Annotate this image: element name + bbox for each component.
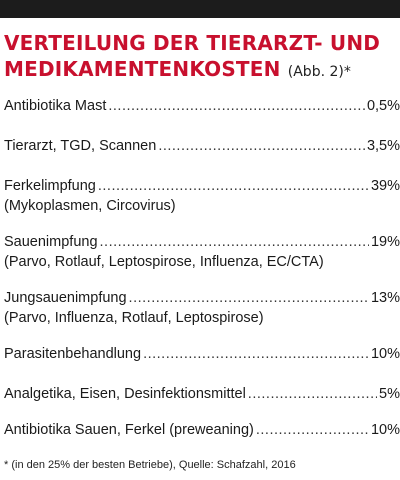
top-bar (0, 0, 400, 18)
page-title: VERTEILUNG DER TIERARZT- UND MEDIKAMENTE… (4, 30, 396, 85)
dot-leader (100, 232, 369, 252)
item-detail: (Parvo, Rotlauf, Leptospirose, Influenza… (4, 254, 324, 270)
item-label: Antibiotika Mast (4, 98, 107, 114)
title-line-2: MEDIKAMENTENKOSTEN (4, 57, 281, 81)
list-item: Parasitenbehandlung 10% (4, 344, 400, 364)
title-line-1: VERTEILUNG DER TIERARZT- UND (4, 31, 381, 55)
item-label: Analgetika, Eisen, Desinfektionsmittel (4, 386, 246, 402)
list-item: Antibiotika Mast 0,5% (4, 96, 400, 116)
item-label: Sauenimpfung (4, 234, 98, 250)
item-value: 5% (379, 386, 400, 402)
item-value: 19% (370, 234, 400, 250)
dot-leader (98, 176, 369, 196)
dot-leader (158, 136, 365, 156)
item-label: Tierarzt, TGD, Scannen (4, 138, 157, 154)
item-value: 10% (370, 346, 400, 362)
dot-leader (248, 384, 377, 404)
item-label: Ferkelimpfung (4, 178, 96, 194)
item-value: 39% (370, 178, 400, 194)
list-item: Antibiotika Sauen, Ferkel (preweaning) 1… (4, 420, 400, 440)
list-item: Analgetika, Eisen, Desinfektionsmittel 5… (4, 384, 400, 404)
dot-leader (256, 420, 369, 440)
item-detail: (Parvo, Influenza, Rotlauf, Leptospirose… (4, 310, 264, 326)
footnote: * (in den 25% der besten Betriebe), Quel… (4, 459, 296, 471)
figure-reference: (Abb. 2)* (287, 64, 351, 80)
list-item: Sauenimpfung 19% (Parvo, Rotlauf, Leptos… (4, 232, 400, 272)
item-value: 0,5% (366, 98, 400, 114)
list-item: Jungsauenimpfung 13% (Parvo, Influenza, … (4, 288, 400, 328)
item-value: 13% (370, 290, 400, 306)
item-detail: (Mykoplasmen, Circovirus) (4, 198, 176, 214)
item-value: 10% (370, 422, 400, 438)
item-label: Antibiotika Sauen, Ferkel (preweaning) (4, 422, 254, 438)
item-label: Jungsauenimpfung (4, 290, 127, 306)
item-label: Parasitenbehandlung (4, 346, 142, 362)
dot-leader (108, 96, 365, 116)
list-item: Ferkelimpfung 39% (Mykoplasmen, Circovir… (4, 176, 400, 216)
list-item: Tierarzt, TGD, Scannen 3,5% (4, 136, 400, 156)
item-value: 3,5% (366, 138, 400, 154)
dot-leader (143, 344, 369, 364)
dot-leader (129, 288, 369, 308)
